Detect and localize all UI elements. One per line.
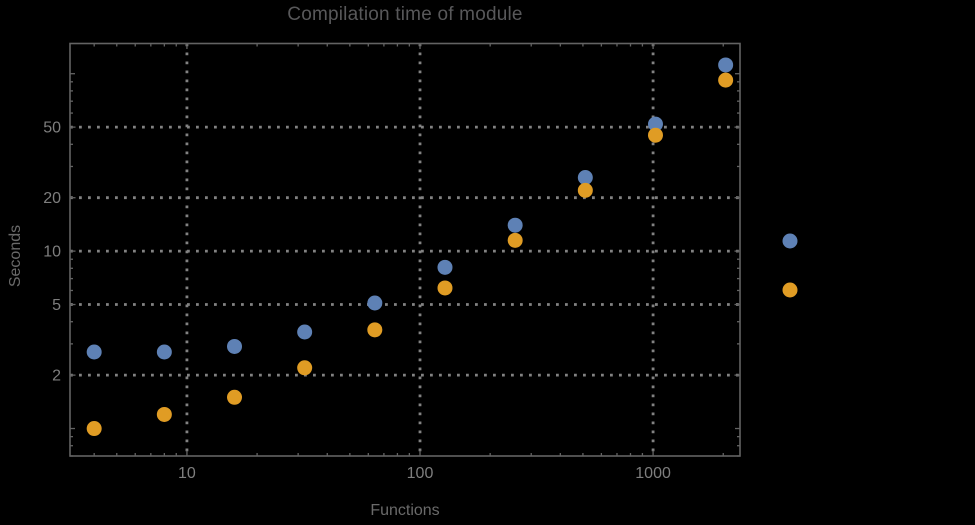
y-tick-label: 50 [43,120,61,137]
x-tick-label: 1000 [635,465,671,482]
data-point-series-orange [367,322,383,338]
data-point-series-blue [437,259,453,275]
x-tick-label: 100 [407,465,434,482]
legend-marker-1 [782,282,798,298]
data-point-series-blue [156,344,172,360]
data-point-series-blue [577,169,593,185]
y-tick-label: 20 [43,190,61,207]
data-point-series-orange [647,127,663,143]
data-point-series-blue [86,344,102,360]
data-point-series-orange [297,360,313,376]
data-point-series-orange [227,389,243,405]
data-point-series-blue [718,57,734,73]
data-point-series-orange [718,72,734,88]
y-tick-label: 10 [43,244,61,261]
legend-marker-0 [782,233,798,249]
data-point-series-orange [437,280,453,296]
data-point-series-orange [86,421,102,437]
data-point-series-orange [156,406,172,422]
data-point-series-blue [297,324,313,340]
x-tick-label: 10 [178,465,196,482]
y-tick-label: 5 [52,297,61,314]
data-point-series-blue [507,217,523,233]
x-axis-label: Functions [370,502,440,519]
data-point-series-blue [647,116,663,132]
data-point-series-blue [227,338,243,354]
data-point-series-blue [367,295,383,311]
data-point-series-orange [507,232,523,248]
chart-title: Compilation time of module [287,4,523,25]
y-axis-label: Seconds [7,224,24,288]
data-point-series-orange [577,182,593,198]
y-tick-label: 2 [52,368,61,385]
plot-frame [69,42,741,457]
